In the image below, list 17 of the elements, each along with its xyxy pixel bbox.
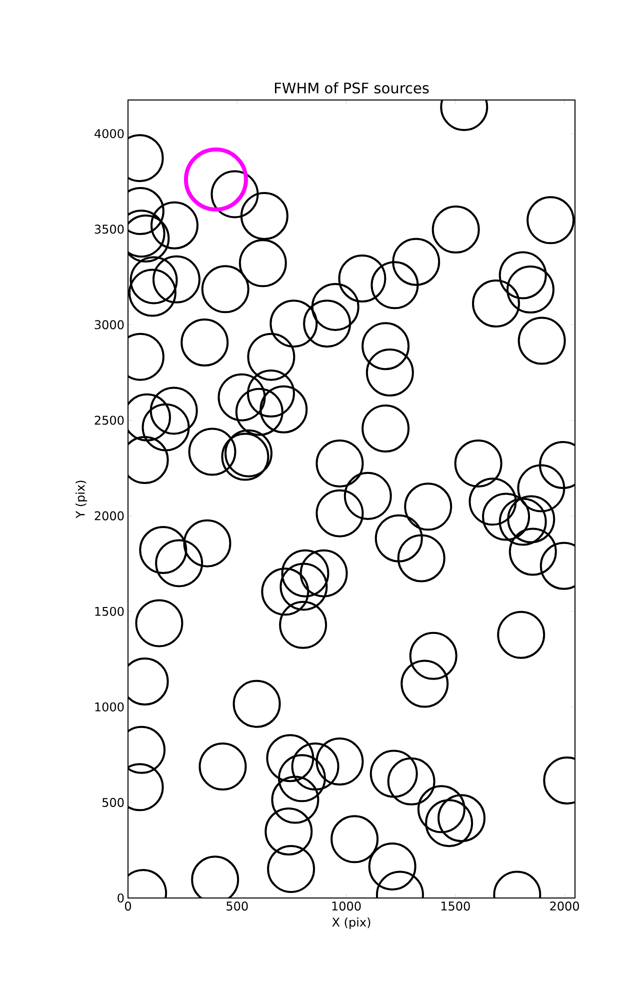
- chart-title: FWHM of PSF sources: [274, 82, 429, 94]
- x-tick-label: 500: [226, 902, 248, 911]
- y-axis-title: Y (pix): [75, 480, 88, 518]
- y-tick-label: 3500: [94, 224, 124, 234]
- y-tick-label: 500: [102, 798, 124, 807]
- x-tick-label: 1000: [332, 902, 361, 911]
- y-tick-label: 1000: [95, 702, 124, 712]
- y-tick-label: 2000: [94, 511, 124, 520]
- y-tick-label: 0: [118, 893, 124, 903]
- x-tick-label: 2000: [550, 902, 579, 911]
- y-tick-label: 3000: [94, 320, 124, 330]
- x-tick-label: 0: [124, 902, 132, 911]
- y-tick-label: 2500: [94, 416, 124, 425]
- x-tick-label: 1500: [441, 902, 470, 911]
- x-axis-title: X (pix): [332, 917, 370, 930]
- y-tick-label: 4000: [94, 129, 124, 138]
- y-tick-label: 1500: [95, 606, 124, 616]
